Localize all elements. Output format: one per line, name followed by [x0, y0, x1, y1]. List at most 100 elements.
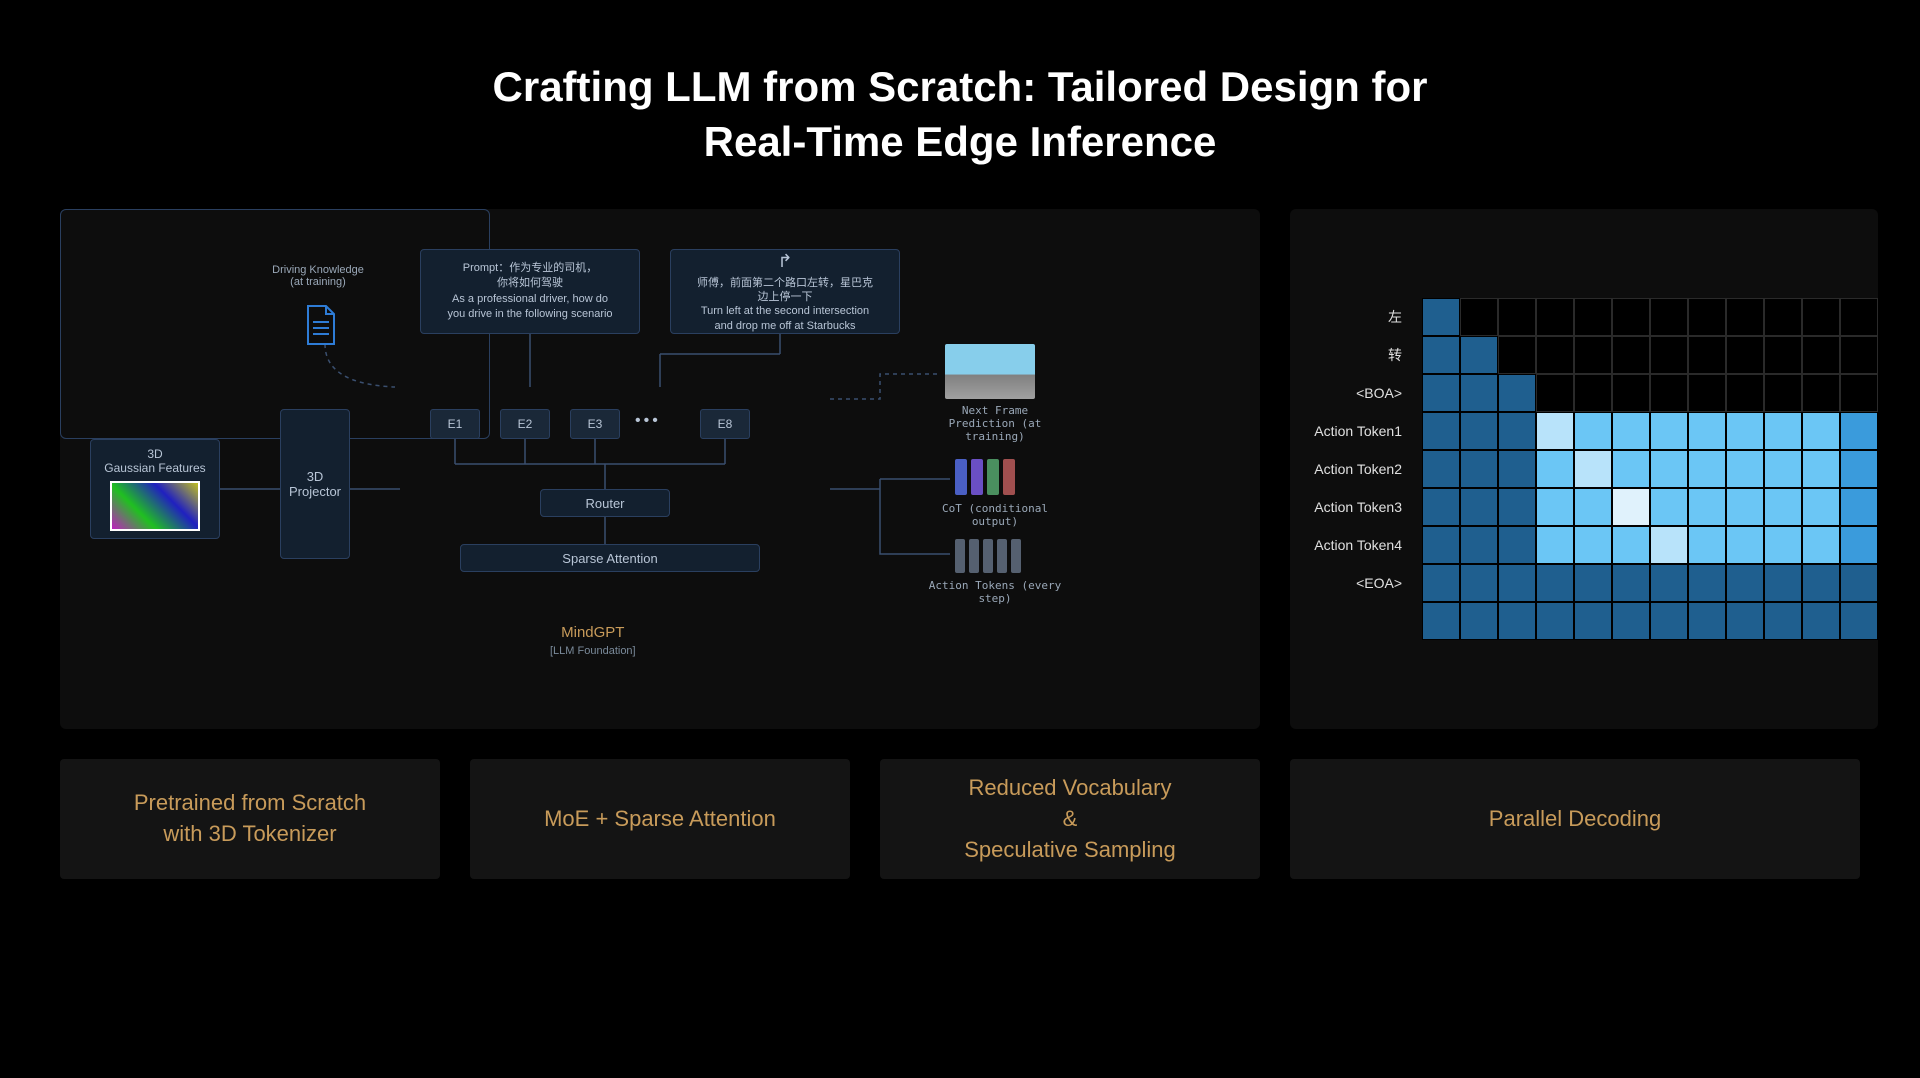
- heatmap-cell: [1612, 602, 1650, 640]
- card-text: Pretrained from Scratch with 3D Tokenize…: [134, 788, 366, 850]
- heatmap-cell: [1574, 564, 1612, 602]
- page-title: Crafting LLM from Scratch: Tailored Desi…: [0, 0, 1920, 169]
- heatmap-cell: [1688, 298, 1726, 336]
- heatmap-cell: [1650, 602, 1688, 640]
- heatmap-cell: [1536, 488, 1574, 526]
- heatmap-cell: [1650, 412, 1688, 450]
- heatmap-cell: [1764, 564, 1802, 602]
- heatmap-cell: [1688, 526, 1726, 564]
- turn-arrow-icon: ↱: [777, 250, 792, 273]
- router-box: Router: [540, 489, 670, 517]
- heatmap-cell: [1422, 564, 1460, 602]
- heatmap-grid: [1422, 298, 1878, 640]
- heatmap-cell: [1612, 412, 1650, 450]
- heatmap-cell: [1726, 488, 1764, 526]
- heatmap-cell: [1840, 564, 1878, 602]
- heatmap-cell: [1612, 526, 1650, 564]
- heatmap-cell: [1764, 412, 1802, 450]
- heatmap-cell: [1460, 450, 1498, 488]
- heatmap-cell: [1536, 526, 1574, 564]
- heatmap-cell: [1802, 564, 1840, 602]
- cot-bar: [971, 459, 983, 495]
- heatmap-cell: [1840, 374, 1878, 412]
- instruction-box: ↱ 师傅，前面第二个路口左转，星巴克 边上停一下 Turn left at th…: [670, 249, 900, 334]
- heatmap-cell: [1802, 526, 1840, 564]
- heatmap-cell: [1498, 450, 1536, 488]
- heatmap-cell: [1726, 336, 1764, 374]
- heatmap-row-label: Action Token3: [1290, 488, 1410, 526]
- heatmap-cell: [1422, 412, 1460, 450]
- card-vocab: Reduced Vocabulary & Speculative Samplin…: [880, 759, 1260, 879]
- heatmap-cell: [1650, 564, 1688, 602]
- heatmap-cell: [1498, 412, 1536, 450]
- heatmap-cell: [1498, 564, 1536, 602]
- heatmap-cell: [1650, 336, 1688, 374]
- heatmap-cell: [1650, 374, 1688, 412]
- architecture-panel: Driving Knowledge (at training) 3D Gauss…: [60, 209, 1260, 729]
- heatmap-cell: [1612, 374, 1650, 412]
- heatmap-cell: [1498, 602, 1536, 640]
- heatmap-cell: [1688, 336, 1726, 374]
- expert-e8: E8: [700, 409, 750, 439]
- heatmap-cell: [1422, 298, 1460, 336]
- cot-bars: [955, 459, 1015, 495]
- heatmap-cell: [1650, 488, 1688, 526]
- action-bar: [983, 539, 993, 573]
- heatmap-cell: [1764, 450, 1802, 488]
- heatmap-cell: [1764, 374, 1802, 412]
- heatmap-cell: [1764, 602, 1802, 640]
- heatmap-cell: [1574, 602, 1612, 640]
- card-text: MoE + Sparse Attention: [544, 804, 776, 835]
- card-pretrained: Pretrained from Scratch with 3D Tokenize…: [60, 759, 440, 879]
- action-token-label: Action Tokens (every step): [915, 579, 1075, 605]
- heatmap-cell: [1498, 336, 1536, 374]
- projector-box: 3D Projector: [280, 409, 350, 559]
- projector-label: 3D Projector: [289, 469, 341, 499]
- heatmap-cell: [1764, 526, 1802, 564]
- heatmap-cell: [1460, 336, 1498, 374]
- gaussian-thumbnail: [110, 481, 200, 531]
- heatmap-cell: [1688, 602, 1726, 640]
- heatmap-cell: [1536, 450, 1574, 488]
- card-moe: MoE + Sparse Attention: [470, 759, 850, 879]
- card-text: Reduced Vocabulary & Speculative Samplin…: [964, 773, 1176, 865]
- gaussian-label: 3D Gaussian Features: [104, 447, 205, 475]
- heatmap-cell: [1802, 412, 1840, 450]
- heatmap-row-label: Action Token1: [1290, 412, 1410, 450]
- heatmap-row-label: [1290, 602, 1410, 640]
- title-line2: Real-Time Edge Inference: [704, 118, 1217, 165]
- heatmap-cell: [1460, 564, 1498, 602]
- cards-row: Pretrained from Scratch with 3D Tokenize…: [0, 729, 1920, 879]
- heatmap-cell: [1840, 450, 1878, 488]
- heatmap-cell: [1802, 336, 1840, 374]
- action-bar: [1011, 539, 1021, 573]
- cot-label: CoT (conditional output): [920, 502, 1070, 528]
- cot-bar: [955, 459, 967, 495]
- heatmap-cell: [1574, 450, 1612, 488]
- prompt-text: Prompt：作为专业的司机， 你将如何驾驶 As a professional…: [447, 261, 612, 323]
- heatmap-cell: [1574, 298, 1612, 336]
- instruction-text: 师傅，前面第二个路口左转，星巴克 边上停一下 Turn left at the …: [697, 276, 873, 333]
- cot-bar: [1003, 459, 1015, 495]
- heatmap-cell: [1498, 526, 1536, 564]
- heatmap-cell: [1460, 488, 1498, 526]
- heatmap-cell: [1802, 602, 1840, 640]
- heatmap-cell: [1688, 412, 1726, 450]
- heatmap-cell: [1726, 526, 1764, 564]
- action-bar: [997, 539, 1007, 573]
- heatmap-cell: [1840, 526, 1878, 564]
- heatmap-cell: [1422, 488, 1460, 526]
- heatmap-cell: [1726, 450, 1764, 488]
- heatmap-cell: [1612, 336, 1650, 374]
- heatmap-cell: [1612, 488, 1650, 526]
- heatmap-row-label: <EOA>: [1290, 564, 1410, 602]
- doc-label: Driving Knowledge (at training): [268, 264, 368, 288]
- heatmap-cell: [1802, 374, 1840, 412]
- card-text: Parallel Decoding: [1489, 804, 1661, 835]
- heatmap-cell: [1764, 488, 1802, 526]
- heatmap-cell: [1840, 488, 1878, 526]
- heatmap-cell: [1536, 374, 1574, 412]
- heatmap-cell: [1726, 374, 1764, 412]
- heatmap-cell: [1536, 602, 1574, 640]
- heatmap-row-label: 转: [1290, 336, 1410, 374]
